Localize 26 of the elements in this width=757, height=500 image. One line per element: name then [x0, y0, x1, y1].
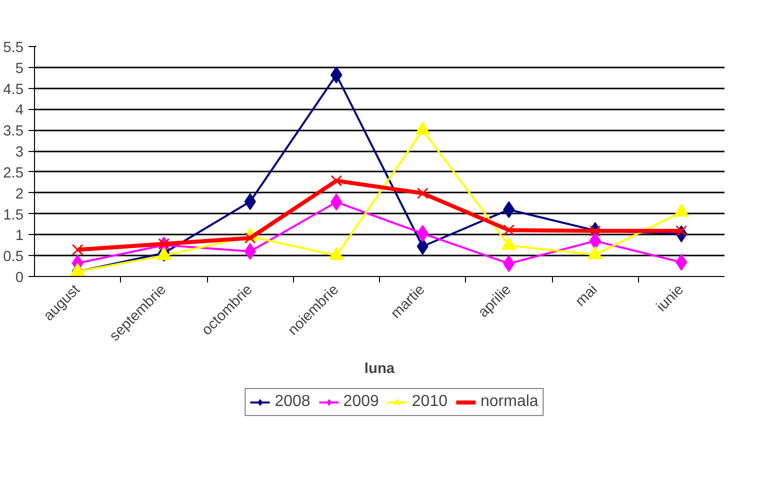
point: [244, 232, 256, 244]
point: [158, 238, 170, 250]
legend-label: 2010: [412, 393, 448, 411]
point: [72, 244, 84, 256]
x-axis-title: luna: [364, 361, 396, 378]
x-tick-label: mai: [572, 282, 601, 310]
legend-label: 2008: [274, 393, 310, 411]
y-tick-label: 5.5: [3, 40, 24, 56]
point: [589, 225, 601, 237]
y-tick-label: 1: [15, 228, 24, 244]
y-tick-label: 5: [15, 60, 24, 77]
y-tick-label: 1.5: [3, 207, 24, 224]
y-tick-label: 2.5: [3, 165, 24, 182]
legend-label: normala: [480, 393, 538, 411]
y-tick-label: 0.5: [3, 249, 24, 266]
y-tick-label: 2: [15, 186, 24, 202]
point: [503, 224, 515, 236]
point: [330, 175, 342, 186]
y-tick-label: 3.5: [3, 124, 24, 140]
y-tick-label: 3: [15, 144, 24, 161]
point: [416, 188, 428, 199]
legend-label: 2009: [343, 393, 379, 411]
y-tick-label: 4: [15, 102, 24, 119]
point: [676, 225, 688, 237]
y-tick-label: 4.5: [3, 82, 24, 98]
y-tick-label: 0: [15, 270, 24, 286]
